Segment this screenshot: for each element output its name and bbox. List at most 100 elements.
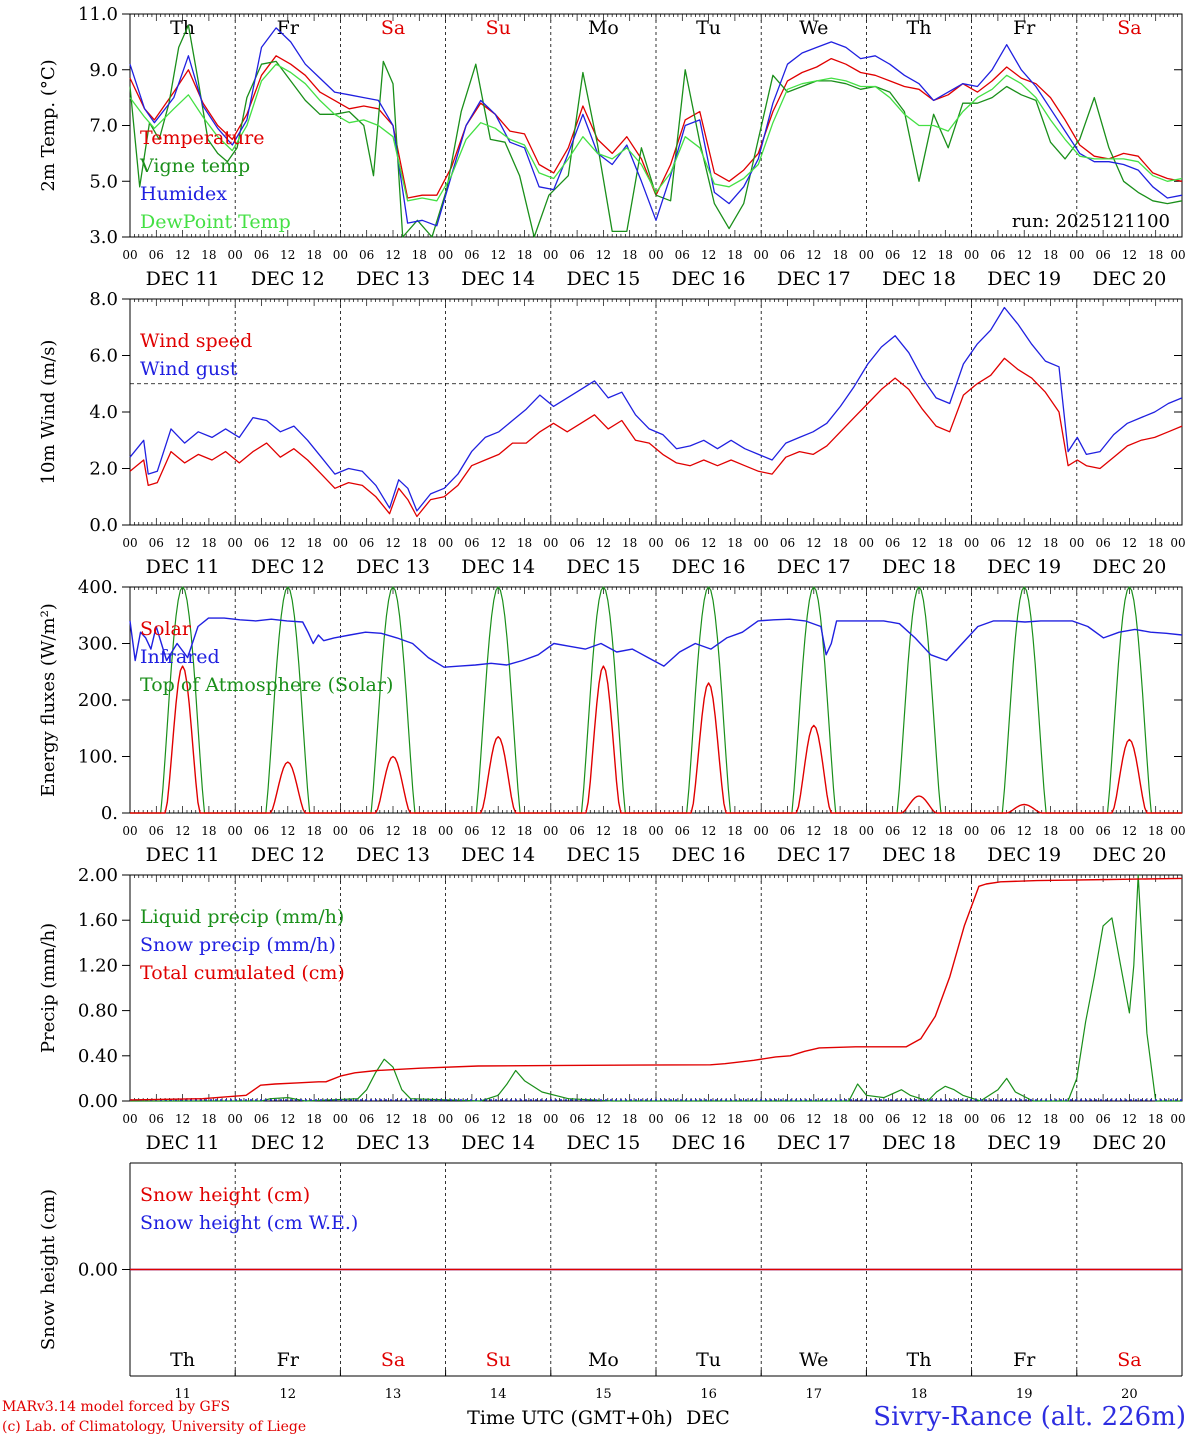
hour-tick-label: 18 [306,536,321,550]
hour-tick-label: 18 [517,536,532,550]
hour-tick-label: 00 [543,536,558,550]
legend-entry: Wind gust [140,358,238,380]
date-label: DEC 11 [146,556,220,578]
y-axis-title-4: Precip (mm/h) [38,923,59,1053]
y-tick-label: 3.0 [89,227,118,248]
y-tick-label: 5.0 [89,171,118,192]
hour-tick-label: 18 [306,1112,321,1126]
hour-tick-label: 12 [1122,824,1137,838]
hour-tick-label: 00 [333,248,348,262]
legend-entry: Liquid precip (mm/h) [140,906,344,928]
day-name-label: Mo [588,1349,619,1371]
hour-tick-label: 18 [1043,1112,1058,1126]
date-label: DEC 12 [251,1132,325,1154]
day-name-label: Su [486,17,511,39]
date-label: DEC 19 [987,556,1061,578]
hour-tick-label: 06 [675,536,690,550]
day-number-label: 18 [911,1387,928,1402]
hour-tick-label: 06 [254,1112,269,1126]
date-label: DEC 11 [146,268,220,290]
y-tick-label: 0.40 [78,1046,118,1067]
legend-entry: Snow height (cm) [140,1184,310,1206]
hour-tick-label: 00 [964,1112,979,1126]
hour-tick-label: 12 [1122,1112,1137,1126]
date-label: DEC 12 [251,556,325,578]
legend-entry: Vigne temp [139,155,250,177]
hour-tick-label: 00 [754,824,769,838]
legend-entry: Infrared [140,646,220,668]
y-tick-label: 200. [78,690,118,711]
hour-tick-label: 06 [149,824,164,838]
hour-tick-label: 18 [622,824,637,838]
hour-tick-label: 18 [412,824,427,838]
hour-tick-label: 06 [990,824,1005,838]
date-label: DEC 19 [987,844,1061,866]
hour-tick-label: 06 [359,1112,374,1126]
hour-tick-label: 12 [280,1112,295,1126]
hour-tick-label: 00 [964,824,979,838]
hour-tick-label: 06 [359,248,374,262]
precip-series-total-cumulated [129,877,1183,1101]
legend-entry: Snow height (cm W.E.) [140,1212,358,1234]
date-label: DEC 16 [672,1132,746,1154]
legend-entry: DewPoint Temp [140,211,291,233]
day-name-label: Th [170,1349,195,1371]
hour-tick-label: 12 [280,248,295,262]
hour-tick-label: 00 [122,536,137,550]
hour-tick-label: 12 [701,248,716,262]
hour-tick-label: 12 [175,1112,190,1126]
y-axis-title-2: 10m Wind (m/s) [38,340,59,485]
hour-tick-label: 00 [228,824,243,838]
hour-tick-label: 12 [596,536,611,550]
y-tick-label: 0. [101,803,118,824]
date-label: DEC 14 [461,268,535,290]
y-axis-title-5: Snow height (cm) [38,1189,59,1350]
flux-series-solar [130,665,1182,814]
y-tick-label: 11.0 [78,4,118,25]
date-label: DEC 13 [356,268,430,290]
day-name-label: Tu [696,1349,721,1371]
hour-tick-label: 18 [412,1112,427,1126]
hour-tick-label: 12 [1017,248,1032,262]
hour-tick-label: 12 [806,248,821,262]
legend-entry: Total cumulated (cm) [140,962,345,984]
hour-tick-label: 00 [964,248,979,262]
hour-tick-label: 00 [648,536,663,550]
hour-tick-label: 18 [1148,536,1163,550]
hour-tick-label: 00 [648,1112,663,1126]
day-name-label: Th [907,1349,932,1371]
hour-tick-label: 06 [1095,536,1110,550]
run-label: run: 2025121100 [1012,211,1170,232]
hour-tick-label: 18 [1148,1112,1163,1126]
hour-tick-label: 00 [859,1112,874,1126]
day-name-label: Fr [277,1349,300,1371]
hour-tick-label: 06 [780,536,795,550]
date-label: DEC 18 [882,268,956,290]
hour-tick-label: 18 [832,1112,847,1126]
date-label: DEC 14 [461,1132,535,1154]
temp-series-humidex [129,27,1183,227]
y-tick-label: 0.80 [78,1001,118,1022]
hour-tick-label: 12 [175,248,190,262]
hour-tick-label: 12 [491,248,506,262]
hour-tick-label: 06 [464,248,479,262]
date-label: DEC 11 [146,1132,220,1154]
hour-tick-label: 06 [254,536,269,550]
hour-tick-label: 18 [622,536,637,550]
hour-tick-label: 12 [701,536,716,550]
hour-tick-label: 18 [727,248,742,262]
date-label: DEC 15 [566,556,640,578]
date-label: DEC 14 [461,556,535,578]
hour-tick-label: 18 [412,536,427,550]
legend-entry: Solar [140,618,192,640]
legend-entry: Humidex [140,183,227,205]
date-label: DEC 18 [882,844,956,866]
date-label: DEC 15 [566,844,640,866]
date-label: DEC 20 [1092,556,1166,578]
hour-tick-label: 12 [491,536,506,550]
precip-series-liquid [130,874,1182,1102]
hour-tick-label: 06 [254,824,269,838]
hour-tick-label: 12 [806,536,821,550]
hour-tick-label: 06 [1095,1112,1110,1126]
day-name-label: Mo [588,17,619,39]
